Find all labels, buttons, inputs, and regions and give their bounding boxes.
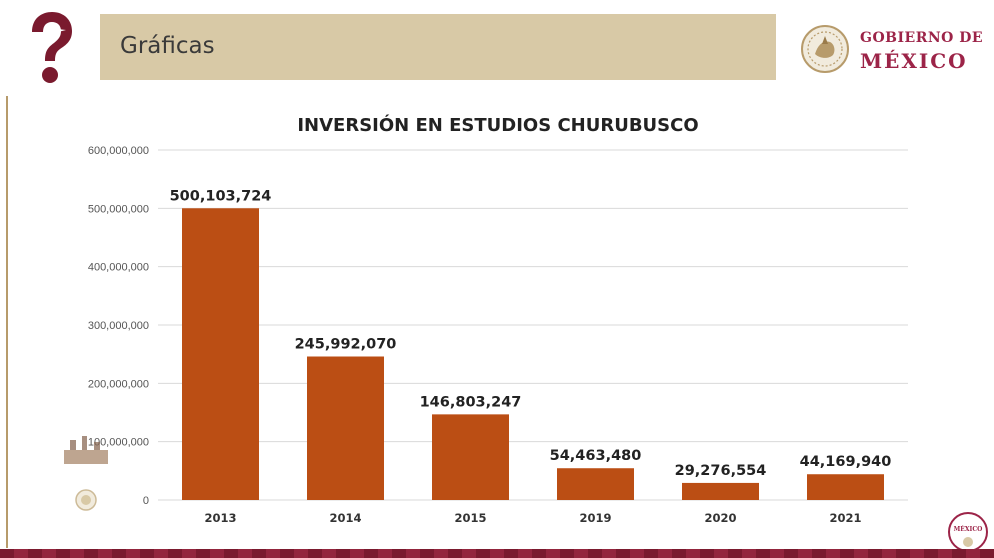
data-label-2014: 245,992,070: [295, 337, 397, 353]
left-rule: [6, 96, 8, 548]
chart-title: INVERSIÓN EN ESTUDIOS CHURUBUSCO: [297, 114, 698, 136]
data-label-2019: 54,463,480: [550, 448, 642, 464]
data-label-2021: 44,169,940: [800, 454, 892, 470]
corner-logo: MÉXICO: [946, 512, 990, 552]
bar-2013: [182, 208, 259, 500]
x-axis-ticks: 2013 2014 2015 2019 2020 2021: [204, 511, 861, 525]
x-tick-label: 2020: [704, 511, 736, 525]
y-tick-label: 300,000,000: [88, 320, 149, 332]
grid-lines: [158, 149, 908, 501]
x-tick-label: 2021: [829, 511, 861, 525]
corner-seal-icon: MÉXICO: [948, 512, 988, 552]
y-tick-label: 600,000,000: [88, 145, 149, 157]
x-tick-label: 2019: [579, 511, 611, 525]
header-band: Gráficas: [100, 14, 776, 80]
y-tick-label: 0: [143, 495, 149, 507]
government-logo: GOBIERNO DE MÉXICO: [800, 22, 984, 82]
y-tick-label: 400,000,000: [88, 262, 149, 274]
page-title: Gráficas: [120, 33, 215, 59]
bar-2019: [557, 468, 634, 500]
x-tick-label: 2015: [454, 511, 486, 525]
brand-line1: GOBIERNO DE: [860, 30, 984, 46]
y-tick-label: 200,000,000: [88, 378, 149, 390]
data-label-2013: 500,103,724: [170, 188, 272, 204]
bar-2020: [682, 482, 759, 500]
national-seal-icon: [801, 25, 849, 73]
data-label-2015: 146,803,247: [420, 394, 522, 410]
building-illustration-icon: [64, 436, 108, 511]
bar-2014: [307, 356, 384, 500]
data-label-2020: 29,276,554: [675, 463, 767, 479]
x-tick-label: 2014: [329, 511, 361, 525]
y-axis-ticks: 0 100,000,000 200,000,000 300,000,000 400,00…: [88, 145, 149, 507]
brand-line2: MÉXICO: [860, 49, 968, 73]
y-tick-label: 100,000,000: [88, 437, 149, 449]
question-mark-icon: [32, 12, 72, 83]
bar-2015: [432, 414, 509, 500]
bottom-rule: [0, 549, 994, 558]
data-labels: 500,103,724 245,992,070 146,803,247 54,463,…: [170, 188, 892, 479]
y-tick-label: 500,000,000: [88, 203, 149, 215]
x-tick-label: 2013: [204, 511, 236, 525]
corner-brand-text: MÉXICO: [954, 525, 983, 533]
bars: [182, 208, 884, 500]
bar-2021: [807, 474, 884, 500]
